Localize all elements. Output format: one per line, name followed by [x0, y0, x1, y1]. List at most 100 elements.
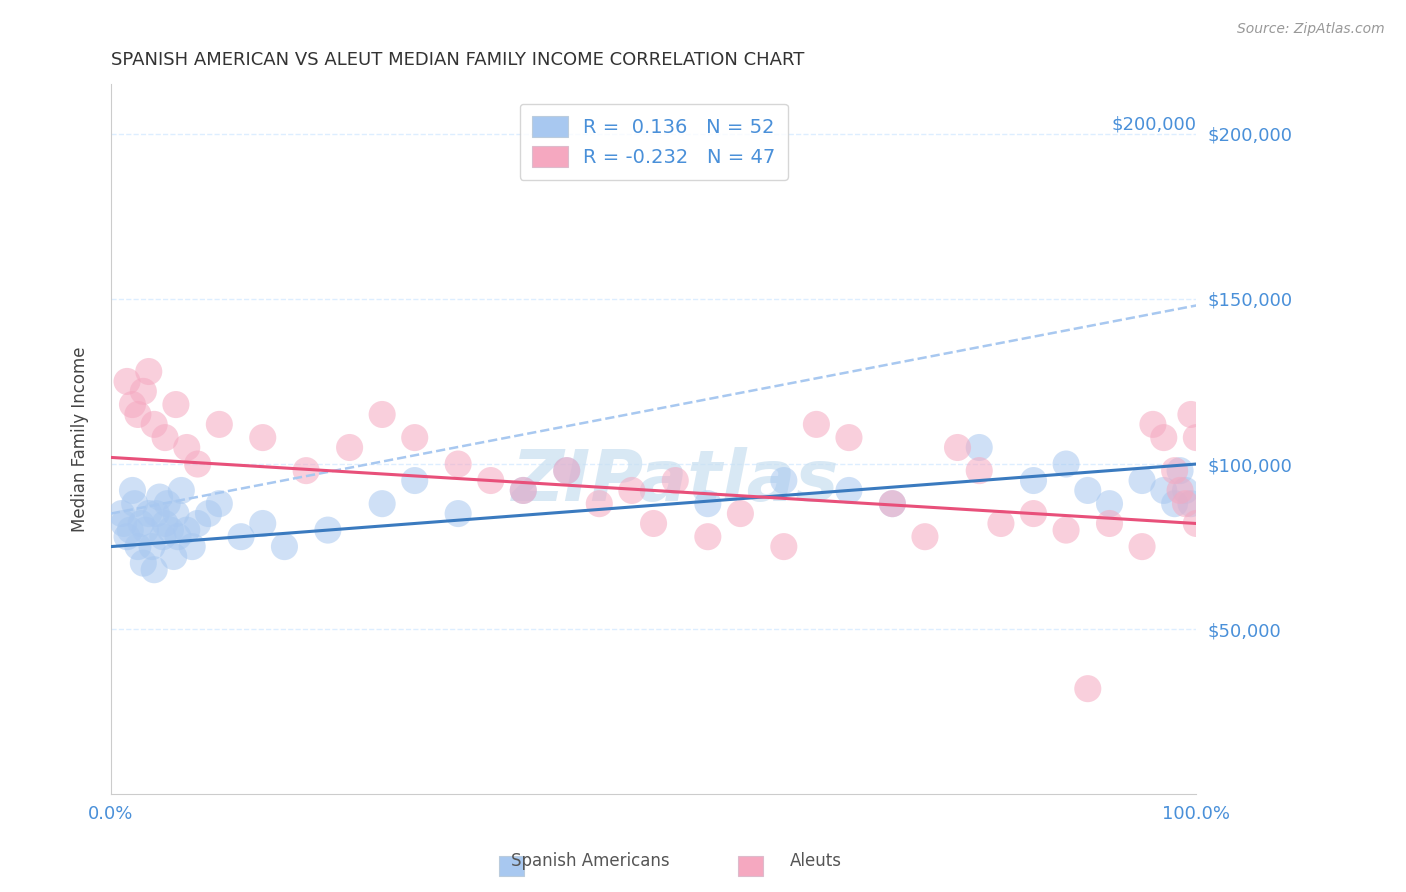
Point — [141, 540, 163, 554]
Point — [1142, 417, 1164, 432]
Point — [1163, 464, 1185, 478]
Point — [696, 497, 718, 511]
Point — [229, 530, 252, 544]
Point — [145, 507, 167, 521]
Point — [838, 483, 860, 498]
Point — [1098, 516, 1121, 531]
Point — [588, 497, 610, 511]
Point — [967, 441, 990, 455]
Point — [1130, 474, 1153, 488]
Point — [187, 516, 209, 531]
Point — [1185, 431, 1208, 445]
Point — [153, 431, 176, 445]
Point — [170, 483, 193, 498]
Point — [115, 530, 138, 544]
Point — [187, 457, 209, 471]
Point — [882, 497, 904, 511]
Point — [404, 431, 426, 445]
Point — [156, 497, 179, 511]
Point — [479, 474, 502, 488]
Point — [1180, 497, 1202, 511]
Point — [1180, 408, 1202, 422]
Point — [121, 483, 143, 498]
Point — [967, 464, 990, 478]
Point — [1098, 497, 1121, 511]
Point — [176, 523, 198, 537]
Point — [838, 431, 860, 445]
Point — [143, 563, 166, 577]
Text: $200,000: $200,000 — [1111, 116, 1197, 134]
Point — [129, 516, 152, 531]
Point — [1163, 497, 1185, 511]
Text: Spanish Americans: Spanish Americans — [512, 852, 669, 870]
Point — [772, 540, 794, 554]
Point — [167, 530, 190, 544]
Point — [1054, 457, 1077, 471]
Point — [138, 365, 160, 379]
Point — [1168, 483, 1191, 498]
Point — [512, 483, 534, 498]
Point — [512, 483, 534, 498]
Point — [1185, 516, 1208, 531]
Point — [111, 507, 134, 521]
Point — [555, 464, 578, 478]
Point — [127, 540, 149, 554]
Point — [404, 474, 426, 488]
Point — [1174, 483, 1197, 498]
Point — [1022, 474, 1045, 488]
Point — [132, 556, 155, 570]
Point — [730, 507, 752, 521]
Point — [1077, 681, 1099, 696]
Point — [138, 507, 160, 521]
Y-axis label: Median Family Income: Median Family Income — [72, 346, 89, 532]
Point — [1153, 483, 1175, 498]
Point — [197, 507, 219, 521]
Point — [153, 516, 176, 531]
Point — [181, 540, 204, 554]
Point — [159, 523, 181, 537]
Point — [208, 497, 231, 511]
Point — [1054, 523, 1077, 537]
Point — [555, 464, 578, 478]
Text: ZIPatlas: ZIPatlas — [512, 448, 839, 516]
Point — [316, 523, 339, 537]
Point — [1130, 540, 1153, 554]
Point — [1077, 483, 1099, 498]
Point — [273, 540, 295, 554]
Point — [163, 549, 186, 564]
Point — [371, 497, 394, 511]
Point — [120, 523, 142, 537]
Point — [165, 398, 187, 412]
Text: Source: ZipAtlas.com: Source: ZipAtlas.com — [1237, 22, 1385, 37]
Point — [447, 507, 470, 521]
Point — [252, 516, 274, 531]
Point — [1168, 464, 1191, 478]
Point — [121, 398, 143, 412]
Point — [643, 516, 665, 531]
Point — [339, 441, 361, 455]
Point — [696, 530, 718, 544]
Point — [112, 516, 135, 531]
Point — [806, 417, 828, 432]
Point — [664, 474, 686, 488]
Point — [149, 490, 172, 504]
Point — [295, 464, 318, 478]
Point — [447, 457, 470, 471]
Point — [772, 474, 794, 488]
Legend: R =  0.136   N = 52, R = -0.232   N = 47: R = 0.136 N = 52, R = -0.232 N = 47 — [519, 103, 787, 180]
Point — [990, 516, 1012, 531]
Point — [882, 497, 904, 511]
Point — [165, 507, 187, 521]
Point — [132, 384, 155, 399]
Point — [620, 483, 643, 498]
Point — [143, 417, 166, 432]
Point — [152, 530, 174, 544]
Point — [124, 497, 146, 511]
Point — [1174, 497, 1197, 511]
Text: SPANISH AMERICAN VS ALEUT MEDIAN FAMILY INCOME CORRELATION CHART: SPANISH AMERICAN VS ALEUT MEDIAN FAMILY … — [111, 51, 804, 69]
Point — [115, 375, 138, 389]
Text: Aleuts: Aleuts — [790, 852, 841, 870]
Point — [1022, 507, 1045, 521]
Point — [176, 441, 198, 455]
Point — [134, 523, 156, 537]
